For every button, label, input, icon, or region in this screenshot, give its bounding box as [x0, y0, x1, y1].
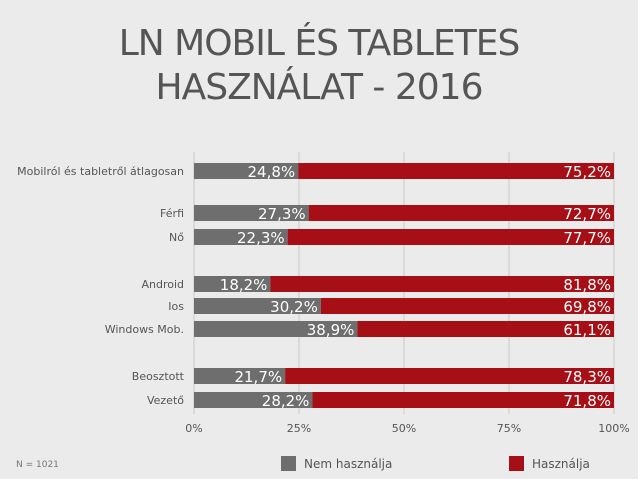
title-line-2: HASZNÁLAT - 2016	[155, 67, 484, 108]
data-label-nem-hasznalja: 18,2%	[220, 276, 268, 294]
bar-hasznalja	[320, 298, 614, 314]
legend-nem-hasznalja-label: Nem használja	[304, 457, 392, 471]
x-tick-label-25: 25%	[287, 422, 311, 435]
data-label-nem-hasznalja: 28,2%	[262, 392, 310, 410]
bar-nem-hasznalja	[194, 392, 313, 408]
x-tick-label-50: 50%	[392, 422, 416, 435]
legend-hasznalja-swatch	[509, 456, 524, 471]
x-tick-label-0: 0%	[185, 422, 202, 435]
title-line-1: LN MOBIL ÉS TABLETES	[118, 23, 521, 64]
sample-size-note: N = 1021	[16, 460, 59, 470]
data-label-nem-hasznalja: 21,7%	[234, 368, 282, 386]
data-label-hasznalja: 78,3%	[563, 368, 611, 386]
category-label: Beosztott	[132, 370, 185, 383]
legend-hasznalja-label: Használja	[532, 457, 590, 471]
bar-nem-hasznalja	[194, 321, 358, 337]
data-label-hasznalja: 61,1%	[563, 321, 611, 339]
data-label-hasznalja: 72,7%	[563, 205, 611, 223]
bar-hasznalja	[357, 321, 614, 337]
data-label-nem-hasznalja: 30,2%	[270, 298, 318, 316]
data-label-hasznalja: 71,8%	[563, 392, 611, 410]
bar-nem-hasznalja	[194, 298, 321, 314]
data-label-nem-hasznalja: 38,9%	[307, 321, 355, 339]
bar-hasznalja	[312, 392, 614, 408]
x-tick-label-75: 75%	[497, 422, 521, 435]
data-label-hasznalja: 77,7%	[563, 229, 611, 247]
legend-nem-hasznalja-swatch	[281, 456, 296, 471]
category-label: Android	[141, 278, 184, 291]
data-label-nem-hasznalja: 27,3%	[258, 205, 306, 223]
bar-hasznalja	[270, 276, 614, 292]
data-label-nem-hasznalja: 24,8%	[248, 163, 296, 181]
bar-nem-hasznalja	[194, 276, 271, 292]
data-label-nem-hasznalja: 22,3%	[237, 229, 285, 247]
bar-nem-hasznalja	[194, 368, 286, 384]
bar-hasznalja	[287, 229, 614, 245]
bar-hasznalja	[308, 205, 614, 221]
data-label-hasznalja: 75,2%	[563, 163, 611, 181]
data-label-hasznalja: 69,8%	[563, 298, 611, 316]
category-label: Ios	[168, 300, 184, 313]
category-label: Férfi	[160, 207, 184, 220]
category-label: Nő	[169, 231, 184, 244]
x-tick-label-100: 100%	[598, 422, 629, 435]
bar-nem-hasznalja	[194, 205, 309, 221]
bar-hasznalja	[298, 163, 614, 179]
chart-title: LN MOBIL ÉS TABLETES HASZNÁLAT - 2016	[0, 22, 638, 110]
category-label: Vezető	[147, 394, 184, 407]
bar-hasznalja	[285, 368, 614, 384]
category-label: Mobilról és tabletről átlagosan	[17, 165, 184, 178]
bar-nem-hasznalja	[194, 229, 288, 245]
data-label-hasznalja: 81,8%	[563, 276, 611, 294]
bar-nem-hasznalja	[194, 163, 299, 179]
category-label: Windows Mob.	[105, 323, 184, 336]
